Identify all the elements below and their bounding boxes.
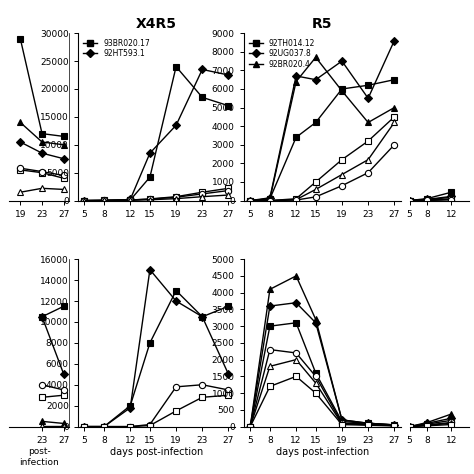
Legend: 92TH014.12, 92UG037.8, 92BR020.4: 92TH014.12, 92UG037.8, 92BR020.4 xyxy=(247,37,317,70)
Legend: 93BR020.17, 92HT593.1: 93BR020.17, 92HT593.1 xyxy=(82,37,151,60)
X-axis label: days post-infection: days post-infection xyxy=(276,447,369,457)
X-axis label: days post-infection: days post-infection xyxy=(110,447,203,457)
X-axis label: post-
infection: post- infection xyxy=(19,447,59,467)
Title: R5: R5 xyxy=(312,17,333,31)
Title: X4R5: X4R5 xyxy=(136,17,177,31)
